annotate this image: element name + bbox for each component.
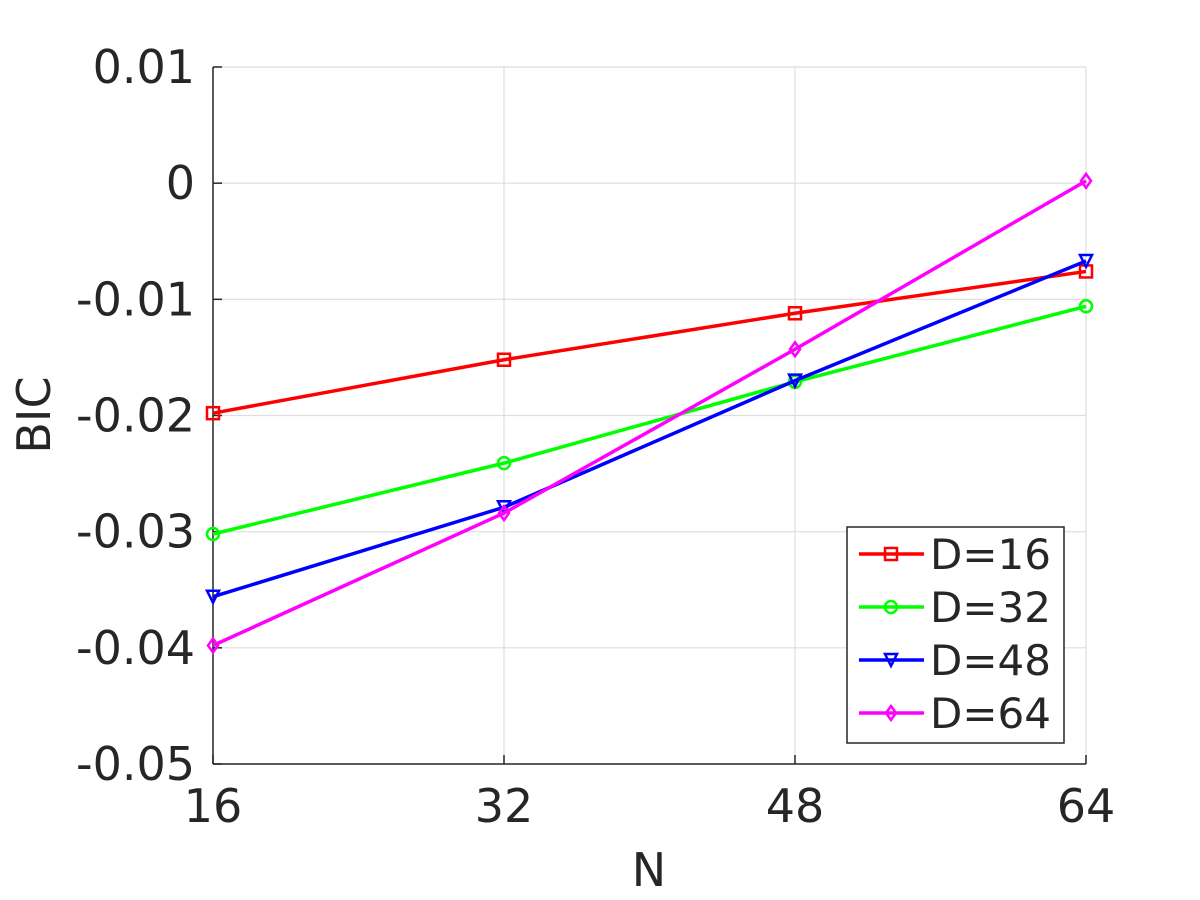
series-group xyxy=(204,171,1095,655)
data-point xyxy=(496,352,512,367)
data-point xyxy=(205,526,221,542)
data-point xyxy=(786,373,804,390)
data-point xyxy=(204,589,222,606)
legend-item: D=64 xyxy=(859,689,1051,738)
data-point xyxy=(1079,171,1093,190)
data-point xyxy=(496,455,512,471)
data-point xyxy=(497,503,511,523)
tick-labels: 16 32 48 64 -0.05 -0.04 -0.03 -0.02 -0.01 0 0.01 xyxy=(76,40,1115,833)
y-tick-label: -0.01 xyxy=(76,272,195,326)
legend-label: D=48 xyxy=(930,636,1051,685)
series-line xyxy=(212,304,1087,536)
x-axis-label: N xyxy=(632,843,666,897)
series-line xyxy=(212,179,1087,648)
legend-item: D=16 xyxy=(859,530,1051,579)
legend-label: D=32 xyxy=(930,583,1051,632)
y-tick-label: 0.01 xyxy=(93,40,195,94)
y-tick-label: -0.05 xyxy=(76,737,195,791)
data-point xyxy=(788,340,802,359)
legend: D=16D=32D=48D=64 xyxy=(846,526,1065,744)
y-tick-label: -0.02 xyxy=(76,389,195,443)
legend-marker xyxy=(883,546,899,562)
x-tick-label: 16 xyxy=(184,779,243,833)
y-axis-label: BIC xyxy=(7,376,61,453)
x-tick-label: 64 xyxy=(1057,779,1116,833)
data-point xyxy=(1078,299,1094,314)
x-tick-label: 48 xyxy=(766,779,825,833)
legend-item: D=48 xyxy=(859,636,1051,685)
series-d-64 xyxy=(206,171,1093,655)
legend-box xyxy=(846,526,1065,744)
data-point xyxy=(206,636,220,655)
legend-label: D=16 xyxy=(930,530,1051,579)
series-d-48 xyxy=(204,253,1095,606)
y-tick-label: -0.03 xyxy=(76,505,195,559)
x-tick-label: 32 xyxy=(475,779,534,833)
legend-marker xyxy=(883,599,899,615)
data-point xyxy=(787,306,803,321)
series-d-16 xyxy=(205,264,1094,421)
y-tick-label: -0.04 xyxy=(76,621,195,675)
legend-marker xyxy=(882,652,900,669)
data-point xyxy=(1077,253,1095,270)
legend-item: D=32 xyxy=(859,583,1051,632)
legend-marker xyxy=(884,703,898,723)
series-line xyxy=(212,259,1087,599)
legend-label: D=64 xyxy=(930,689,1051,738)
series-line xyxy=(212,269,1087,415)
y-tick-label: 0 xyxy=(166,156,195,210)
axes xyxy=(212,66,1087,765)
data-point xyxy=(495,500,513,517)
data-point xyxy=(205,405,221,421)
